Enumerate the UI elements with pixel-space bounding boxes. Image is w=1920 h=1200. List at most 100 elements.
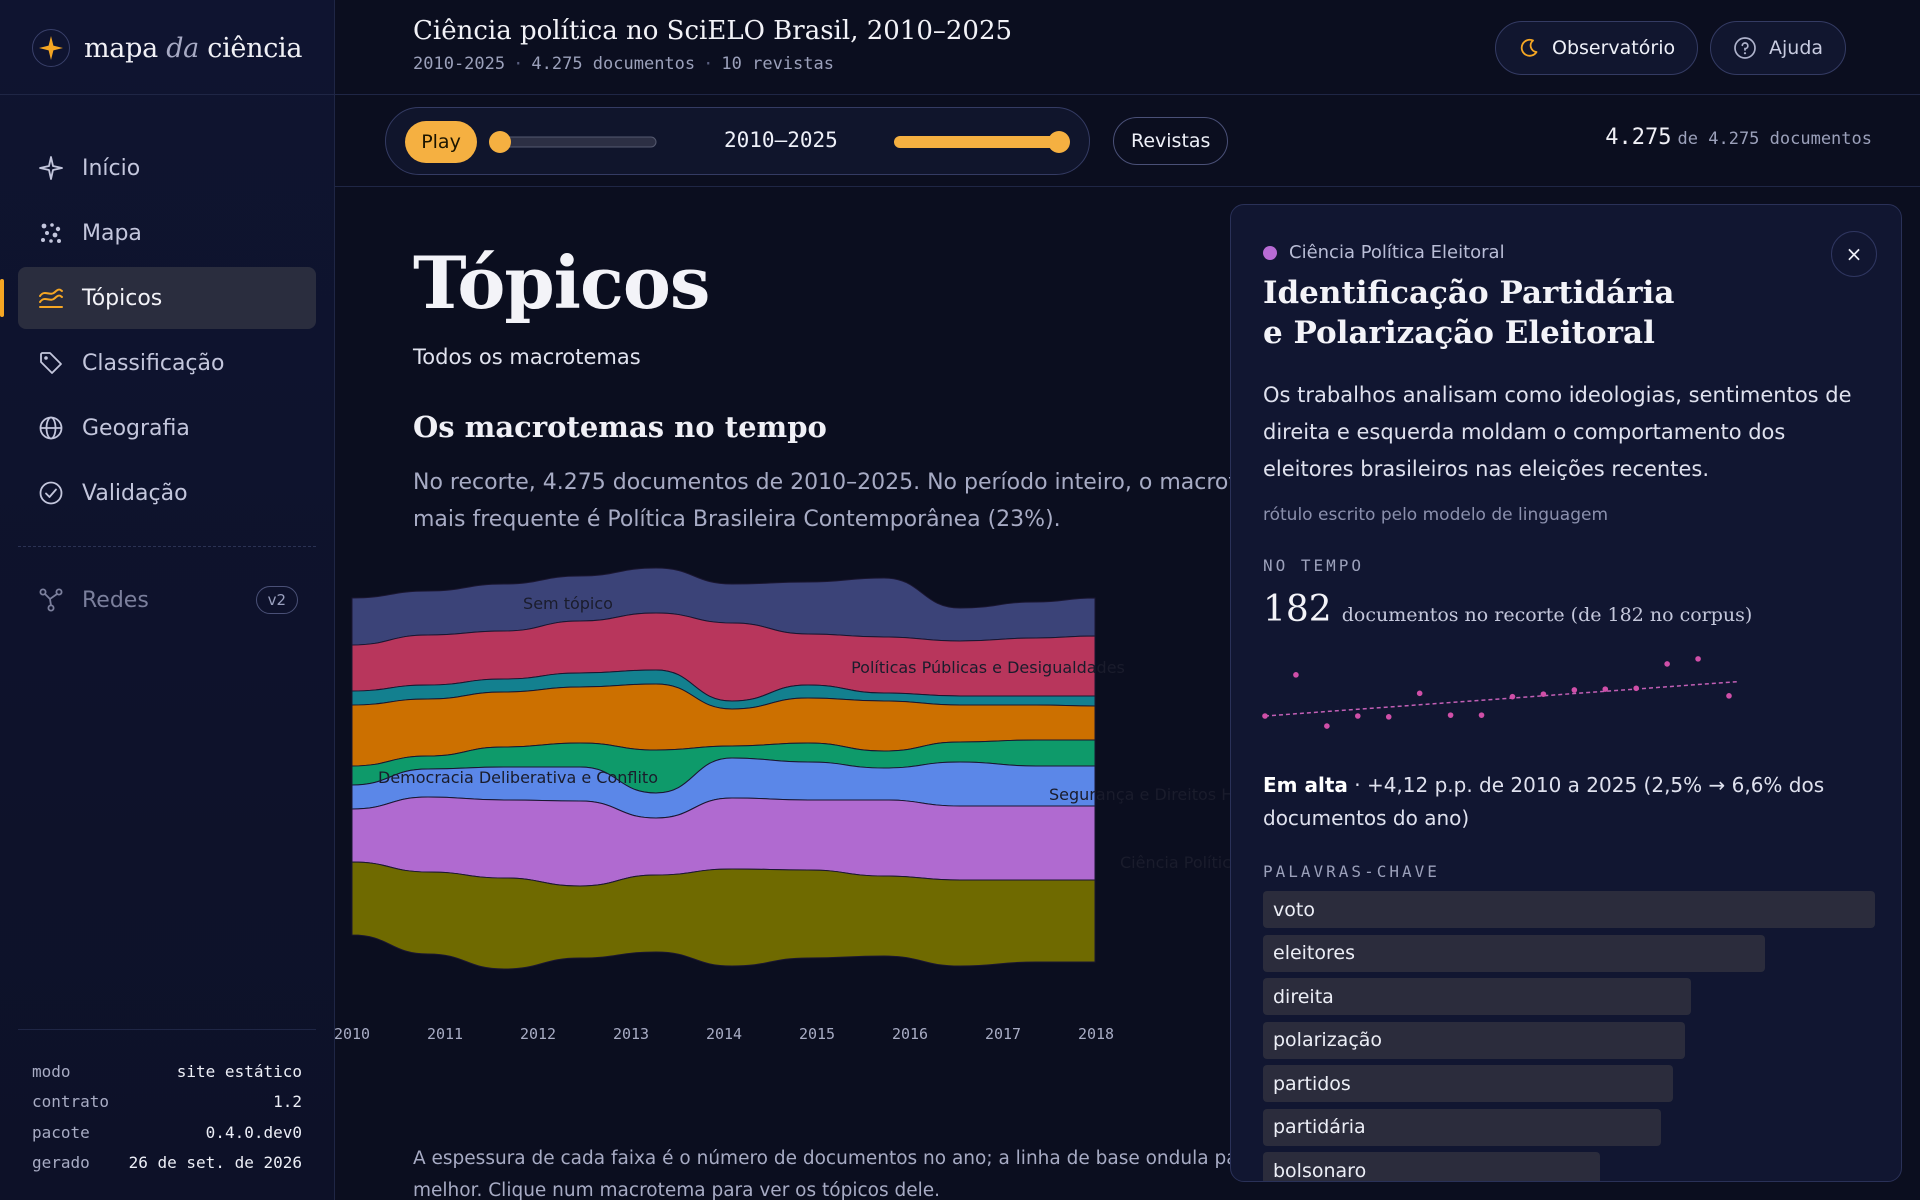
stream-band[interactable] bbox=[351, 861, 1096, 970]
close-icon[interactable]: × bbox=[1831, 231, 1877, 277]
x-tick-label: 2016 bbox=[892, 1025, 928, 1043]
topic-doc-count: 182 documentos no recorte (de 182 no cor… bbox=[1263, 589, 1752, 630]
document-count: 4.275 de 4.275 documentos bbox=[1605, 125, 1872, 150]
section-title: Os macrotemas no tempo bbox=[413, 410, 827, 444]
sidebar-item-label: Tópicos bbox=[82, 285, 163, 311]
topic-doc-count-text: documentos no recorte (de 182 no corpus) bbox=[1341, 604, 1753, 626]
sidebar-item-label: Redes bbox=[82, 587, 149, 613]
star-logo-icon bbox=[32, 29, 70, 67]
journals-filter-button[interactable]: Revistas bbox=[1113, 117, 1229, 165]
help-button[interactable]: Ajuda bbox=[1710, 21, 1847, 75]
sidebar-item-inicio[interactable]: Início bbox=[18, 137, 316, 199]
x-tick-label: 2015 bbox=[799, 1025, 835, 1043]
topic-description: Os trabalhos analisam como ideologias, s… bbox=[1263, 383, 1852, 481]
observatorio-theme-button[interactable]: Observatório bbox=[1495, 21, 1699, 75]
page-header-subtitle: 2010-2025 · 4.275 documentos · 10 revistas bbox=[413, 54, 834, 74]
keyword-bar[interactable]: voto bbox=[1263, 891, 1875, 928]
topic-title: Identificação Partidária e Polarização E… bbox=[1263, 273, 1783, 353]
sparkline-point bbox=[1262, 713, 1268, 719]
keyword-bar[interactable]: bolsonaro bbox=[1263, 1152, 1600, 1181]
meta-row: pacote 0.4.0.dev0 bbox=[18, 1117, 316, 1148]
document-count-suffix: de 4.275 documentos bbox=[1677, 129, 1872, 149]
macrotheme-name: Ciência Política Eleitoral bbox=[1289, 242, 1505, 263]
sidebar-divider bbox=[0, 94, 335, 95]
macrotheme-label: Ciência Política Eleitoral bbox=[1263, 242, 1505, 263]
end-year-handle[interactable] bbox=[1048, 131, 1070, 153]
app-logo[interactable]: mapa da ciência bbox=[32, 26, 302, 70]
top-header: Ciência política no SciELO Brasil, 2010–… bbox=[335, 0, 1920, 95]
help-label: Ajuda bbox=[1769, 37, 1824, 59]
stream-label: Segurança e Direitos Humanos Internacion… bbox=[1049, 785, 1235, 804]
document-count-value: 4.275 bbox=[1605, 125, 1672, 150]
meta-value: 0.4.0.dev0 bbox=[205, 1122, 302, 1142]
sparkline-point bbox=[1540, 691, 1547, 697]
keyword-bar[interactable]: partidária bbox=[1263, 1108, 1661, 1146]
x-tick-label: 2012 bbox=[520, 1025, 556, 1043]
start-year-slider[interactable] bbox=[486, 128, 666, 156]
x-tick-label: 2010 bbox=[335, 1025, 370, 1043]
network-icon bbox=[39, 588, 63, 612]
play-button[interactable]: Play bbox=[405, 121, 477, 163]
start-year-handle[interactable] bbox=[489, 131, 511, 153]
sparkline-point bbox=[1726, 693, 1732, 699]
topic-doc-count-value: 182 bbox=[1263, 589, 1332, 630]
page-header-title: Ciência política no SciELO Brasil, 2010–… bbox=[413, 16, 1013, 46]
chart-footnote: A espessura de cada faixa é o número de … bbox=[413, 1148, 1287, 1200]
sparkline-point bbox=[1447, 712, 1454, 718]
sidebar-item-label: Validação bbox=[82, 480, 188, 506]
llm-label-note: rótulo escrito pelo modelo de linguagem bbox=[1263, 505, 1609, 525]
scatter-dots-icon bbox=[41, 223, 61, 243]
sidebar-item-classificacao[interactable]: Classificação bbox=[18, 332, 316, 394]
tag-icon bbox=[40, 352, 62, 374]
meta-row: contrato 1.2 bbox=[18, 1087, 316, 1118]
moon-icon bbox=[1520, 38, 1538, 57]
end-year-slider[interactable] bbox=[884, 128, 1074, 156]
sidebar-item-topicos[interactable]: Tópicos bbox=[0, 267, 316, 329]
sidebar: mapa da ciência Início Mapa Tópicos Clas… bbox=[0, 0, 335, 1200]
trend-text: · +4,12 p.p. de 2010 a 2025 (2,5% → 6,6%… bbox=[1263, 773, 1825, 830]
trend-summary: Em alta · +4,12 p.p. de 2010 a 2025 (2,5… bbox=[1263, 769, 1873, 835]
stream-label: Sem tópico bbox=[523, 594, 613, 613]
meta-key: modo bbox=[32, 1061, 71, 1081]
year-range-player: Play 2010–2025 bbox=[385, 107, 1090, 175]
header-years: 2010-2025 bbox=[413, 54, 506, 74]
page-subtitle: Todos os macrotemas bbox=[413, 345, 641, 369]
sparkline-point bbox=[1416, 690, 1423, 697]
build-meta: modo site estático contrato 1.2 pacote 0.4.… bbox=[18, 1029, 316, 1178]
meta-value: 26 de set. de 2026 bbox=[128, 1153, 302, 1173]
x-tick-label: 2014 bbox=[706, 1025, 742, 1043]
observatorio-label: Observatório bbox=[1552, 37, 1676, 59]
year-range-label: 2010–2025 bbox=[724, 128, 838, 152]
stream-label: Democracia Deliberativa e Conflito bbox=[378, 768, 658, 787]
keyword-bar[interactable]: eleitores bbox=[1263, 934, 1765, 972]
x-tick-label: 2013 bbox=[613, 1025, 649, 1043]
sparkline-point bbox=[1509, 693, 1516, 700]
sparkline-point bbox=[1571, 687, 1578, 693]
sidebar-item-validacao[interactable]: Validação bbox=[18, 462, 316, 524]
sidebar-item-redes[interactable]: Redes v2 bbox=[18, 569, 316, 631]
x-tick-label: 2017 bbox=[985, 1025, 1021, 1043]
version-badge: v2 bbox=[255, 586, 298, 614]
keyword-bar[interactable]: direita bbox=[1263, 978, 1691, 1015]
time-section-kicker: NO TEMPO bbox=[1263, 556, 1365, 575]
meta-row: modo site estático bbox=[18, 1056, 316, 1087]
sidebar-item-geografia[interactable]: Geografia bbox=[18, 397, 316, 459]
sparkline-point bbox=[1695, 656, 1701, 662]
sparkline-point bbox=[1324, 723, 1330, 729]
section-description: No recorte, 4.275 documentos de 2010–202… bbox=[413, 470, 1286, 532]
sidebar-item-label: Início bbox=[82, 155, 141, 181]
stream-label: Ciência Polític bbox=[1120, 853, 1231, 872]
sidebar-item-mapa[interactable]: Mapa bbox=[18, 202, 316, 264]
meta-key: pacote bbox=[32, 1122, 90, 1142]
page-title: Tópicos bbox=[413, 240, 710, 325]
x-tick-label: 2011 bbox=[427, 1025, 463, 1043]
sparkline-point bbox=[1602, 686, 1609, 692]
keyword-bar[interactable]: partidos bbox=[1263, 1065, 1673, 1102]
sparkline-point bbox=[1355, 713, 1361, 719]
trend-line bbox=[1264, 680, 1740, 717]
meta-key: gerado bbox=[32, 1153, 90, 1173]
topic-title-line: e Polarização Eleitoral bbox=[1263, 315, 1655, 351]
keyword-bar[interactable]: polarização bbox=[1263, 1021, 1685, 1059]
sidebar-divider bbox=[18, 546, 316, 547]
sparkline-point bbox=[1664, 661, 1670, 667]
